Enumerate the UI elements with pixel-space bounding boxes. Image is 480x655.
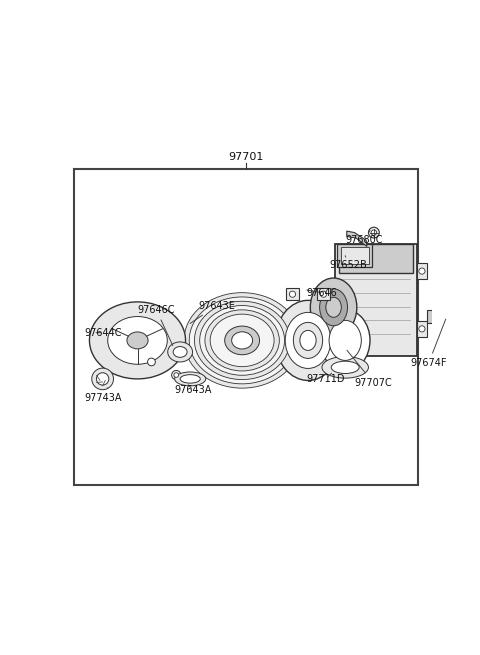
Ellipse shape — [89, 302, 186, 379]
Text: 97707C: 97707C — [347, 350, 392, 388]
Text: 97701: 97701 — [228, 152, 264, 162]
Text: 97643E: 97643E — [190, 301, 235, 324]
Circle shape — [419, 268, 425, 274]
Text: 97711D: 97711D — [306, 373, 345, 384]
Ellipse shape — [200, 305, 285, 375]
Text: 97743A: 97743A — [85, 388, 122, 403]
Polygon shape — [347, 231, 367, 246]
Ellipse shape — [322, 356, 369, 378]
Bar — [337, 244, 372, 267]
Circle shape — [419, 326, 425, 332]
Circle shape — [172, 371, 181, 380]
Ellipse shape — [311, 278, 357, 337]
Bar — [286, 288, 299, 301]
Bar — [335, 244, 417, 356]
Ellipse shape — [320, 289, 348, 326]
Bar — [427, 310, 449, 324]
Circle shape — [371, 230, 377, 235]
Circle shape — [174, 373, 179, 377]
Text: 97643A: 97643A — [175, 384, 212, 396]
Ellipse shape — [205, 310, 279, 371]
Ellipse shape — [285, 312, 331, 368]
Ellipse shape — [232, 332, 252, 349]
Bar — [417, 321, 427, 337]
Ellipse shape — [194, 301, 290, 379]
Circle shape — [92, 368, 113, 390]
Ellipse shape — [293, 322, 323, 358]
Bar — [340, 247, 369, 264]
Ellipse shape — [225, 326, 260, 355]
Circle shape — [147, 358, 156, 365]
Ellipse shape — [329, 320, 361, 360]
Circle shape — [321, 291, 326, 297]
Bar — [317, 288, 330, 301]
Text: 97646C: 97646C — [137, 305, 175, 346]
Text: 97644C: 97644C — [85, 328, 122, 338]
Ellipse shape — [321, 310, 370, 371]
Bar — [74, 170, 418, 485]
Text: 97680C: 97680C — [345, 231, 383, 246]
Ellipse shape — [210, 314, 274, 367]
Ellipse shape — [127, 332, 148, 349]
Text: 97674F: 97674F — [410, 319, 447, 369]
Ellipse shape — [173, 346, 187, 358]
Bar — [463, 312, 471, 320]
Ellipse shape — [108, 316, 168, 364]
Ellipse shape — [180, 375, 200, 383]
Text: 97652B: 97652B — [330, 255, 368, 270]
Circle shape — [369, 227, 379, 238]
Ellipse shape — [300, 330, 316, 350]
Ellipse shape — [331, 361, 359, 373]
Ellipse shape — [184, 293, 300, 388]
Ellipse shape — [189, 297, 295, 384]
Ellipse shape — [326, 297, 341, 317]
Text: 97646: 97646 — [306, 288, 337, 297]
Bar — [417, 263, 427, 279]
Ellipse shape — [175, 372, 206, 386]
Ellipse shape — [168, 342, 192, 362]
Circle shape — [96, 373, 109, 385]
Circle shape — [289, 291, 296, 297]
Bar — [449, 311, 463, 322]
Bar — [339, 244, 413, 273]
Ellipse shape — [276, 301, 340, 381]
